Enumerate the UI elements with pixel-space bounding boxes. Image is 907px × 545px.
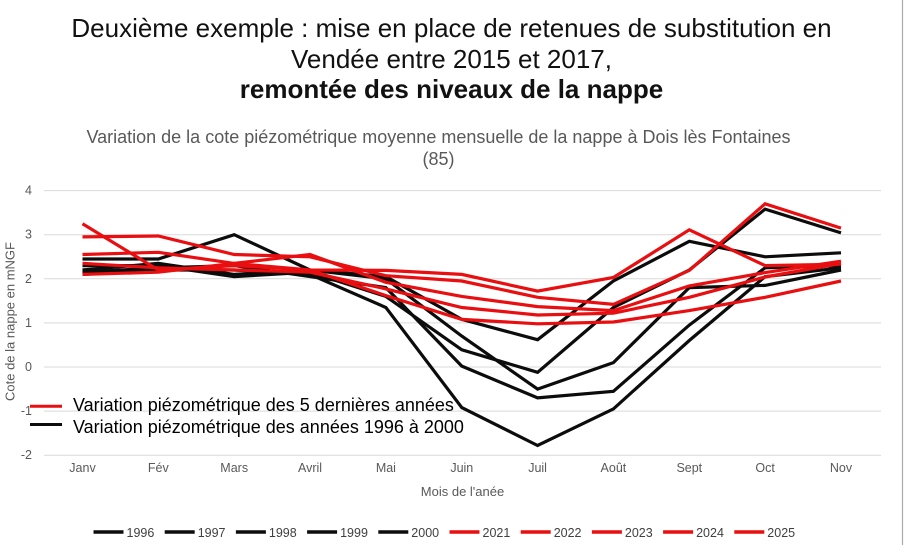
svg-text:4: 4 — [25, 184, 32, 198]
svg-text:1998: 1998 — [269, 526, 297, 540]
svg-text:2: 2 — [25, 272, 32, 286]
svg-text:2025: 2025 — [767, 526, 795, 540]
svg-text:3: 3 — [25, 228, 32, 242]
svg-text:1997: 1997 — [198, 526, 226, 540]
svg-text:-1: -1 — [21, 404, 32, 418]
svg-text:Juin: Juin — [450, 461, 473, 475]
svg-text:Nov: Nov — [830, 461, 853, 475]
svg-text:0: 0 — [25, 360, 32, 374]
svg-text:Avril: Avril — [298, 461, 322, 475]
svg-text:Fév: Fév — [148, 461, 170, 475]
svg-text:-2: -2 — [21, 448, 32, 462]
svg-text:Oct: Oct — [755, 461, 775, 475]
svg-text:Août: Août — [601, 461, 627, 475]
svg-text:2024: 2024 — [696, 526, 724, 540]
svg-text:Sept: Sept — [676, 461, 702, 475]
svg-text:Janv: Janv — [69, 461, 96, 475]
svg-text:Juil: Juil — [528, 461, 547, 475]
svg-text:2023: 2023 — [625, 526, 653, 540]
svg-text:2000: 2000 — [411, 526, 439, 540]
svg-text:1999: 1999 — [340, 526, 368, 540]
svg-text:2021: 2021 — [483, 526, 511, 540]
svg-text:1: 1 — [25, 316, 32, 330]
svg-text:1996: 1996 — [127, 526, 155, 540]
svg-text:Mars: Mars — [220, 461, 248, 475]
svg-text:2022: 2022 — [554, 526, 582, 540]
svg-text:Mai: Mai — [376, 461, 396, 475]
